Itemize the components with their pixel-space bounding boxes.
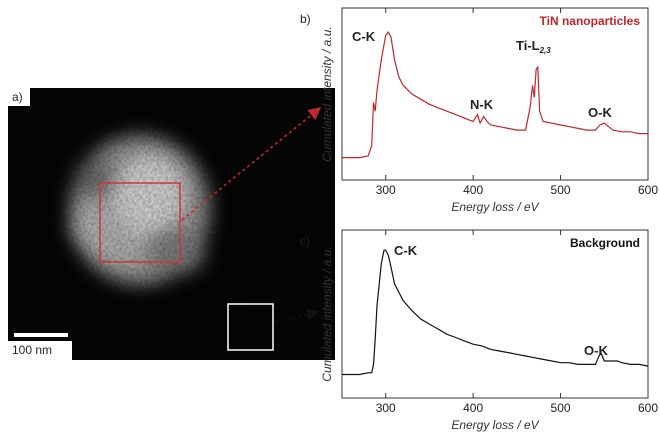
scale-bar-label: 100 nm [12, 343, 52, 357]
panel-label: a) [12, 90, 23, 104]
peak-annotation: C-K [394, 243, 418, 258]
legend-label: TiN nanoparticles [540, 14, 641, 28]
peak-annotation: O-K [584, 343, 608, 358]
annotation-subscript: 2,3 [539, 46, 552, 55]
annotation-text: Ti-L [516, 38, 540, 53]
annotation-text: C-K [394, 243, 418, 258]
plot-frame [341, 229, 649, 399]
x-tick-label: 500 [551, 183, 571, 197]
x-tick-label: 400 [463, 183, 483, 197]
y-axis-label: Cumulated intensity / a.u. [320, 246, 334, 381]
panel-label: c) [300, 234, 310, 248]
y-axis-label: Cumulated intensity / a.u. [320, 26, 334, 161]
peak-annotation: N-K [470, 97, 494, 112]
x-tick-label: 400 [463, 401, 483, 415]
peak-annotation: O-K [588, 105, 612, 120]
micrograph: a) 100 nm [8, 88, 335, 360]
x-axis-label: Energy loss / eV [451, 200, 539, 214]
plot-frame [341, 7, 649, 181]
annotation-text: O-K [584, 343, 608, 358]
spectrum-line [342, 30, 648, 159]
x-tick-label: 500 [551, 401, 571, 415]
x-tick-label: 300 [376, 401, 396, 415]
x-tick-label: 600 [638, 401, 658, 415]
annotation-text: O-K [588, 105, 612, 120]
peak-annotation: C-K [352, 29, 376, 44]
annotation-text: C-K [352, 29, 376, 44]
spectrum-line [342, 249, 649, 376]
x-axis-label: Energy loss / eV [451, 418, 539, 432]
peak-annotation: Ti-L2,3 [516, 38, 551, 55]
annotation-text: N-K [470, 97, 494, 112]
legend-label: Background [570, 236, 640, 250]
x-tick-label: 600 [638, 183, 658, 197]
x-tick-label: 300 [376, 183, 396, 197]
panel-label: b) [300, 12, 311, 26]
